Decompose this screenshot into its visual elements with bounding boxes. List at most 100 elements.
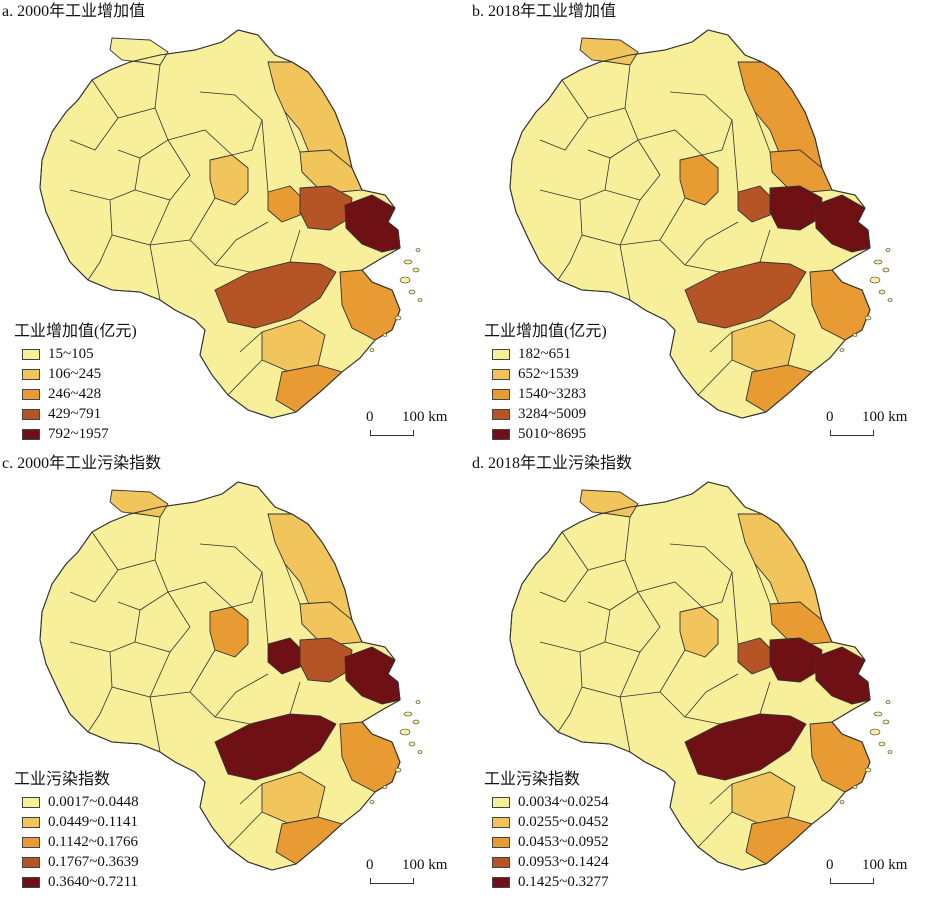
legend-swatch — [22, 816, 40, 828]
legend-item: 429~791 — [14, 404, 204, 424]
scale-bar: 0 100 km — [826, 856, 930, 884]
region-boundary — [759, 681, 771, 715]
region-boundary — [69, 531, 119, 603]
choropleth-map — [39, 29, 423, 419]
legend-item: 0.0255~0.0452 — [484, 812, 674, 832]
region-south2 — [275, 816, 343, 865]
legend-swatch — [22, 428, 40, 440]
scale-distance-label: 100 km — [402, 857, 448, 873]
region-north — [109, 489, 169, 518]
legend-swatch — [22, 796, 40, 808]
legend-swatch — [492, 796, 510, 808]
island — [885, 248, 891, 252]
legend-swatch — [492, 388, 510, 400]
legend-swatch — [22, 856, 40, 868]
island — [878, 741, 886, 747]
legend-swatch — [492, 836, 510, 848]
island — [417, 750, 423, 754]
island — [885, 700, 891, 704]
region-north — [579, 37, 639, 66]
region-boundary — [697, 811, 733, 848]
legend-item: 1540~3283 — [484, 384, 674, 404]
legend-item: 0.3640~0.7211 — [14, 872, 204, 892]
island — [887, 750, 893, 754]
legend-swatch — [22, 408, 40, 420]
region-north — [579, 489, 639, 518]
legend-swatch — [22, 836, 40, 848]
region-boundary — [624, 64, 631, 109]
legend-label: 5010~8695 — [518, 425, 587, 442]
region-boundary — [109, 651, 171, 698]
region-boundary — [539, 531, 589, 603]
region-boundary — [167, 129, 233, 156]
island — [873, 711, 883, 717]
legend-label: 3284~5009 — [518, 405, 587, 422]
region-boundary — [637, 581, 703, 608]
legend-swatch — [22, 876, 40, 888]
legend-label: 0.0953~0.1424 — [518, 853, 609, 870]
region-boundary — [557, 234, 583, 281]
island — [415, 700, 421, 704]
island — [408, 289, 416, 295]
region-hang — [684, 261, 807, 329]
island — [369, 800, 375, 804]
scale-bar: 0 100 km — [366, 856, 460, 884]
legend-item: 0.1142~0.1766 — [14, 832, 204, 852]
legend-label: 1540~3283 — [518, 385, 587, 402]
legend-label: 0.0453~0.0952 — [518, 833, 609, 850]
region-boundary — [705, 673, 739, 693]
legend-item: 106~245 — [14, 364, 204, 384]
island — [399, 728, 411, 736]
choropleth-map — [39, 481, 423, 871]
region-boundary — [154, 64, 161, 109]
island — [415, 248, 421, 252]
legend-title: 工业增加值(亿元) — [14, 323, 137, 340]
region-boundary — [284, 563, 301, 605]
legend-item: 0.0953~0.1424 — [484, 852, 674, 872]
region-boundary — [261, 119, 269, 193]
legend-swatch — [492, 816, 510, 828]
legend-item: 5010~8695 — [484, 424, 674, 444]
study-area-outline — [39, 29, 401, 419]
island — [882, 719, 890, 725]
legend: 工业增加值(亿元) 15~105 106~245 246~428 429~791… — [14, 322, 204, 444]
study-area-outline — [509, 29, 871, 419]
legend-swatch — [22, 368, 40, 380]
region-ne — [299, 601, 363, 645]
legend-item: 652~1539 — [484, 364, 674, 384]
region-su — [769, 637, 823, 683]
region-hang — [214, 713, 337, 781]
legend-label: 0.0449~0.1141 — [48, 813, 139, 830]
region-boundary — [619, 696, 631, 753]
choropleth-map — [509, 29, 893, 419]
region-boundary — [284, 111, 301, 153]
legend-label: 0.1142~0.1766 — [48, 833, 139, 850]
island — [394, 767, 402, 773]
island — [882, 267, 890, 273]
island — [412, 719, 420, 725]
region-nw — [679, 154, 719, 206]
region-boundary — [557, 686, 583, 733]
island — [369, 348, 375, 352]
legend-label: 792~1957 — [48, 425, 109, 442]
region-boundary — [235, 221, 269, 241]
legend-title: 工业污染指数 — [484, 771, 581, 788]
legend-item: 15~105 — [14, 344, 204, 364]
legend-title: 工业污染指数 — [14, 771, 111, 788]
island — [869, 276, 881, 284]
legend-label: 246~428 — [48, 385, 102, 402]
scale-distance-label: 100 km — [402, 409, 448, 425]
island — [399, 276, 411, 284]
legend-swatch — [22, 348, 40, 360]
legend: 工业污染指数 0.0017~0.0448 0.0449~0.1141 0.114… — [14, 770, 204, 892]
legend-item: 0.0017~0.0448 — [14, 792, 204, 812]
scale-zero-label: 0 — [826, 409, 834, 425]
legend-swatch — [492, 856, 510, 868]
region-boundary — [754, 563, 771, 605]
island — [394, 315, 402, 321]
region-jl — [267, 185, 303, 223]
panel-title: a. 2000年工业增加值 — [2, 3, 146, 20]
region-boundary — [684, 239, 707, 266]
island — [839, 800, 845, 804]
panel-title: b. 2018年工业增加值 — [472, 3, 617, 20]
